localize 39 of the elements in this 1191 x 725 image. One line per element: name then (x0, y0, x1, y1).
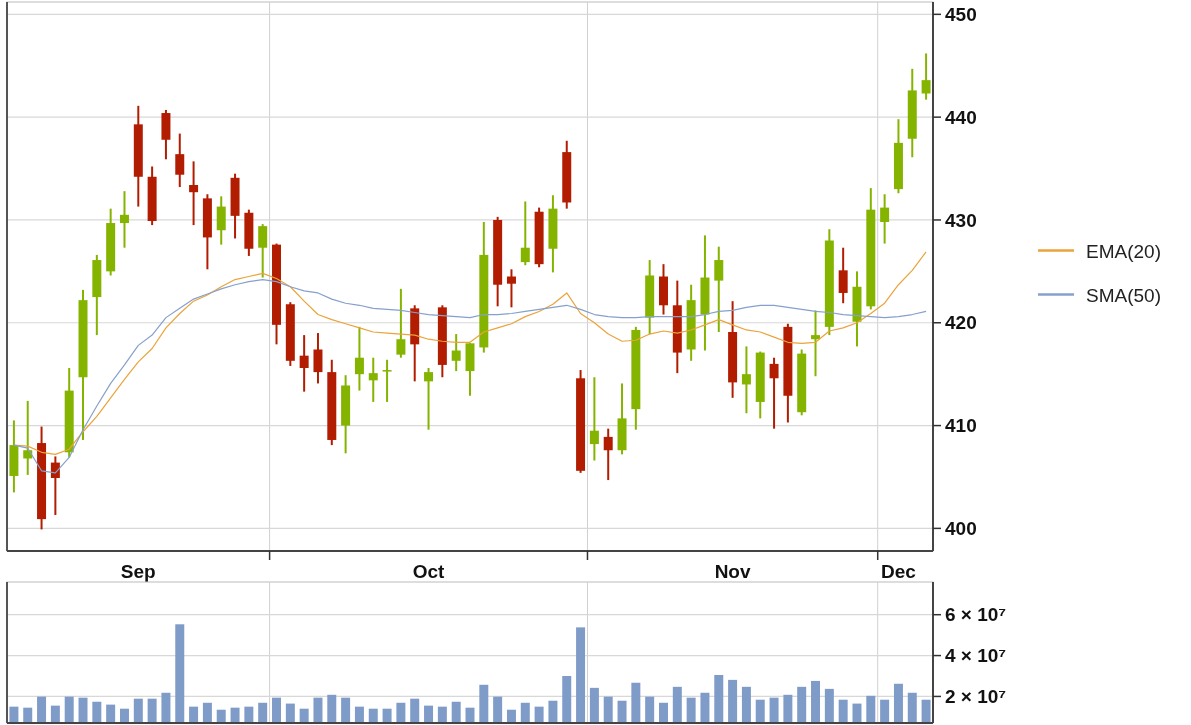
candlestick (258, 223, 268, 279)
candlestick (216, 195, 226, 246)
x-tick-label: Oct (412, 561, 446, 582)
y-tick-label: 430 (945, 209, 977, 231)
x-tick-label: Nov (714, 561, 751, 582)
candlestick (921, 52, 931, 101)
candlestick (714, 245, 724, 334)
candlestick (368, 356, 378, 403)
y-tick-label: 4 × 10⁷ (945, 645, 1007, 667)
candlestick (354, 325, 364, 392)
y-tick-label: 450 (945, 3, 977, 25)
candlestick (189, 160, 199, 227)
candlestick (119, 190, 129, 249)
candlestick (396, 287, 406, 359)
candlestick (769, 356, 779, 430)
legend-label: SMA(50) (1086, 284, 1161, 306)
candlestick (880, 193, 890, 245)
candlestick (603, 427, 613, 482)
x-tick-label: Dec (881, 561, 917, 582)
y-tick-label: 420 (945, 312, 977, 334)
candlestick (589, 376, 599, 462)
y-tick-label: 2 × 10⁷ (945, 686, 1007, 708)
candlestick (741, 345, 751, 415)
y-tick-label: 400 (945, 518, 977, 540)
y-tick-label: 440 (945, 106, 977, 128)
candlestick (506, 268, 516, 309)
candlestick (299, 334, 309, 393)
candlestick (175, 132, 185, 189)
x-tick-label: Sep (120, 561, 156, 582)
candlestick (811, 309, 821, 378)
y-tick-label: 6 × 10⁷ (945, 604, 1007, 626)
candlestick (451, 333, 461, 373)
candlestick (382, 358, 392, 403)
candlestick (424, 367, 434, 431)
candlestick (838, 246, 848, 305)
legend-label: EMA(20) (1086, 240, 1161, 262)
candlestick (313, 332, 323, 385)
candlestick (520, 200, 530, 267)
y-tick-label: 410 (945, 415, 977, 437)
